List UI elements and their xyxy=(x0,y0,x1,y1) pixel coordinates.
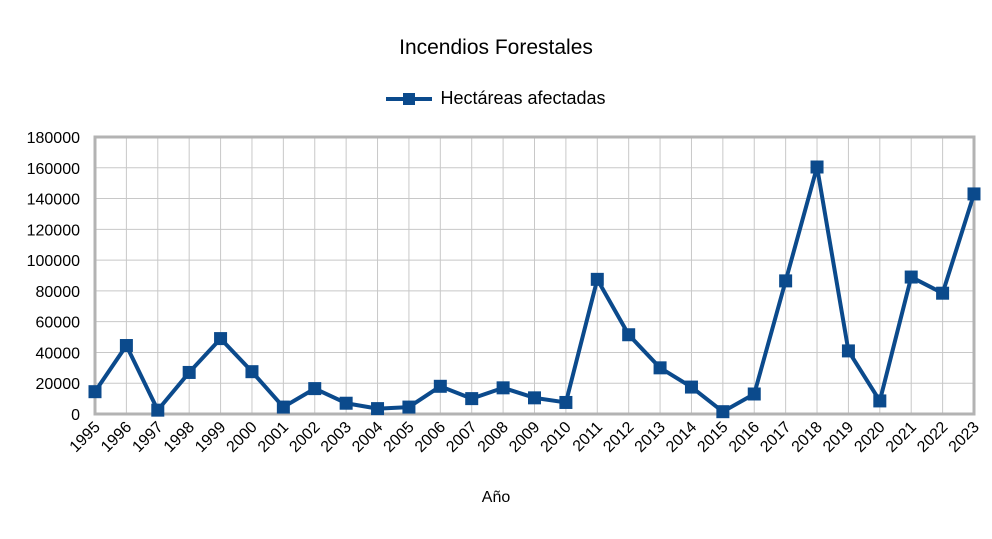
data-point-marker xyxy=(528,391,541,405)
x-tick-label: 2006 xyxy=(412,419,449,456)
y-tick-label: 140000 xyxy=(27,192,80,209)
x-tick-label: 2010 xyxy=(538,419,575,456)
legend-label: Hectáreas afectadas xyxy=(440,88,606,108)
y-tick-label: 100000 xyxy=(27,253,80,270)
x-tick-label: 1998 xyxy=(161,419,198,456)
data-point-marker xyxy=(371,402,385,416)
data-point-marker xyxy=(339,396,353,410)
x-tick-label: 2002 xyxy=(286,419,323,456)
x-tick-label: 2021 xyxy=(883,419,920,456)
x-tick-label: 2020 xyxy=(851,419,888,456)
x-tick-label: 2015 xyxy=(694,419,731,456)
y-tick-label: 180000 xyxy=(27,130,80,147)
data-point-marker xyxy=(841,344,855,358)
data-point-marker xyxy=(151,403,165,417)
x-tick-label: 2022 xyxy=(914,419,951,456)
data-point-marker xyxy=(88,385,102,399)
data-point-marker xyxy=(119,339,133,353)
data-point-marker xyxy=(182,365,196,379)
x-tick-label: 2018 xyxy=(789,419,826,456)
x-tick-label: 2001 xyxy=(255,419,292,456)
x-tick-label: 2014 xyxy=(663,419,700,456)
x-tick-label: 2019 xyxy=(820,419,857,456)
data-point-marker xyxy=(747,387,761,401)
data-point-marker xyxy=(967,187,981,201)
x-tick-label: 2013 xyxy=(632,419,669,456)
x-tick-label: 2004 xyxy=(349,419,386,456)
x-tick-label: 2016 xyxy=(726,419,763,456)
x-tick-label: 2003 xyxy=(318,419,355,456)
x-tick-label: 2005 xyxy=(381,419,418,456)
data-point-marker xyxy=(936,286,950,300)
x-tick-label: 2017 xyxy=(757,419,794,456)
data-point-marker xyxy=(276,400,290,414)
data-point-marker xyxy=(653,361,667,375)
plot-frame xyxy=(93,135,976,416)
data-point-marker xyxy=(590,272,604,286)
data-point-marker xyxy=(873,394,887,408)
chart-title: Incendios Forestales xyxy=(399,36,593,59)
data-point-marker xyxy=(433,379,447,393)
data-point-marker xyxy=(559,395,573,409)
data-point-marker xyxy=(245,365,259,379)
data-point-marker xyxy=(622,328,636,342)
data-point-marker xyxy=(716,405,730,419)
data-point-marker xyxy=(465,392,479,406)
y-tick-label: 0 xyxy=(71,407,80,424)
x-tick-label: 2011 xyxy=(570,419,606,455)
y-tick-label: 20000 xyxy=(36,376,81,393)
legend-marker-icon xyxy=(386,92,433,105)
x-tick-label: 1995 xyxy=(67,419,104,456)
y-tick-label: 120000 xyxy=(27,222,80,239)
data-point-marker xyxy=(402,400,416,414)
x-tick-label: 2008 xyxy=(475,419,512,456)
x-tick-label: 1997 xyxy=(129,419,166,456)
x-tick-label: 2007 xyxy=(443,419,480,456)
data-point-marker xyxy=(308,382,322,396)
data-point-marker xyxy=(496,381,510,395)
legend: Hectáreas afectadas xyxy=(0,88,992,109)
x-tick-label: 1999 xyxy=(192,419,229,456)
x-tick-label: 2012 xyxy=(600,419,637,456)
x-tick-label: 2023 xyxy=(946,419,983,456)
data-point-marker xyxy=(904,270,918,284)
y-tick-label: 80000 xyxy=(36,284,81,301)
x-tick-label: 2000 xyxy=(224,419,261,456)
data-point-marker xyxy=(779,274,793,288)
data-point-marker xyxy=(214,332,228,346)
y-tick-label: 40000 xyxy=(36,345,81,362)
data-point-marker xyxy=(810,160,824,174)
y-tick-label: 60000 xyxy=(36,315,81,332)
x-axis-title: Año xyxy=(481,489,511,506)
x-tick-label: 1996 xyxy=(98,419,135,456)
data-point-marker xyxy=(684,380,698,394)
y-tick-label: 160000 xyxy=(27,161,80,178)
x-tick-label: 2009 xyxy=(506,419,543,456)
